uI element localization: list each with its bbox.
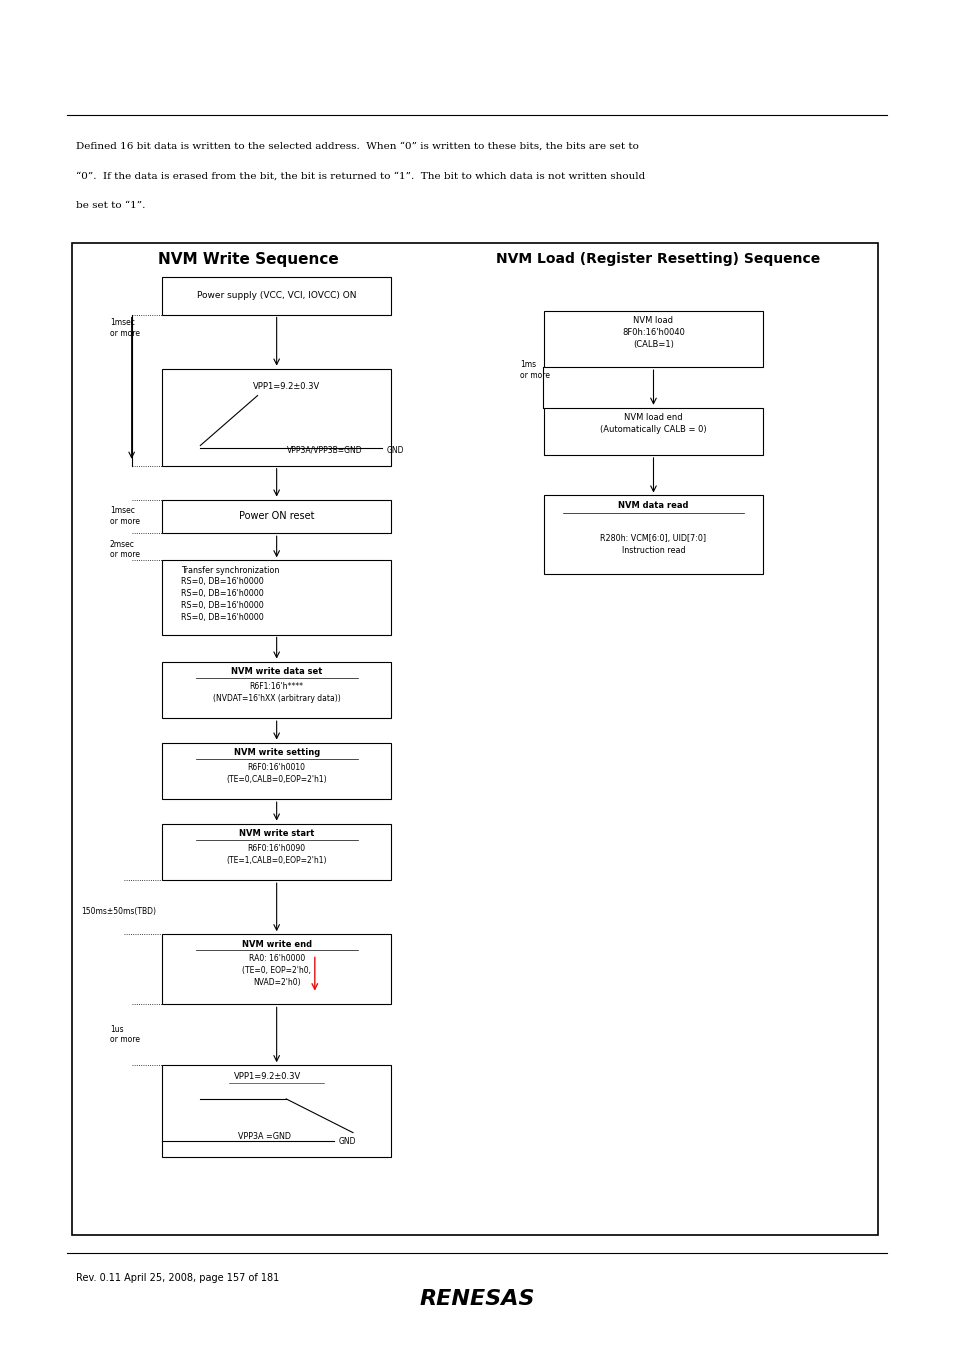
FancyBboxPatch shape [543,408,762,455]
Text: NVM load end
(Automatically CALB = 0): NVM load end (Automatically CALB = 0) [599,413,706,433]
Text: Transfer synchronization
RS=0, DB=16'h0000
RS=0, DB=16'h0000
RS=0, DB=16'h0000
R: Transfer synchronization RS=0, DB=16'h00… [181,566,279,622]
FancyBboxPatch shape [543,495,762,574]
Text: R6F1:16'h****
(NVDAT=16'hXX (arbitrary data)): R6F1:16'h**** (NVDAT=16'hXX (arbitrary d… [213,682,340,702]
Text: VPP3A =GND: VPP3A =GND [238,1131,292,1141]
FancyBboxPatch shape [162,277,391,315]
FancyBboxPatch shape [162,934,391,1004]
Text: RA0: 16'h0000
(TE=0, EOP=2'h0,
NVAD=2'h0): RA0: 16'h0000 (TE=0, EOP=2'h0, NVAD=2'h0… [242,954,311,987]
Text: “0”.  If the data is erased from the bit, the bit is returned to “1”.  The bit t: “0”. If the data is erased from the bit,… [76,171,645,181]
FancyBboxPatch shape [162,1065,391,1157]
Text: Rev. 0.11 April 25, 2008, page 157 of 181: Rev. 0.11 April 25, 2008, page 157 of 18… [76,1273,279,1282]
Text: 1ms
or more: 1ms or more [519,360,549,379]
FancyBboxPatch shape [162,743,391,799]
Text: Power supply (VCC, VCI, IOVCC) ON: Power supply (VCC, VCI, IOVCC) ON [196,292,356,300]
FancyBboxPatch shape [162,824,391,880]
Text: RENESAS: RENESAS [418,1289,535,1310]
Text: be set to “1”.: be set to “1”. [76,201,146,211]
Text: R280h: VCM[6:0], UID[7:0]
Instruction read: R280h: VCM[6:0], UID[7:0] Instruction re… [599,522,706,555]
Text: 2msec
or more: 2msec or more [110,540,139,559]
Text: NVM write setting: NVM write setting [233,748,319,757]
Text: Defined 16 bit data is written to the selected address.  When “0” is written to : Defined 16 bit data is written to the se… [76,142,639,151]
FancyBboxPatch shape [162,500,391,533]
Text: GND: GND [386,446,403,455]
Text: VPP3A/VPP3B=GND: VPP3A/VPP3B=GND [287,446,362,455]
FancyBboxPatch shape [162,369,391,466]
Text: Power ON reset: Power ON reset [238,512,314,521]
Text: 1msec
or more: 1msec or more [110,506,139,525]
FancyBboxPatch shape [162,560,391,634]
FancyBboxPatch shape [71,243,877,1235]
Text: 1msec
or more: 1msec or more [110,319,139,338]
Text: 1us
or more: 1us or more [110,1025,139,1044]
FancyBboxPatch shape [162,662,391,718]
FancyBboxPatch shape [543,310,762,367]
Text: NVM write data set: NVM write data set [231,667,322,676]
Text: R6F0:16'h0090
(TE=1,CALB=0,EOP=2'h1): R6F0:16'h0090 (TE=1,CALB=0,EOP=2'h1) [226,844,327,864]
Text: 150ms±50ms(TBD): 150ms±50ms(TBD) [81,907,156,917]
Text: GND: GND [338,1137,355,1146]
Text: R6F0:16'h0010
(TE=0,CALB=0,EOP=2'h1): R6F0:16'h0010 (TE=0,CALB=0,EOP=2'h1) [226,763,327,783]
Text: NVM data read: NVM data read [618,501,688,510]
Text: NVM Write Sequence: NVM Write Sequence [157,252,338,267]
Text: NVM write start: NVM write start [238,829,314,838]
Text: NVM load
8F0h:16'h0040
(CALB=1): NVM load 8F0h:16'h0040 (CALB=1) [621,316,684,348]
Text: NVM Load (Register Resetting) Sequence: NVM Load (Register Resetting) Sequence [496,252,820,266]
Text: VPP1=9.2±0.3V: VPP1=9.2±0.3V [233,1072,300,1081]
Text: NVM write end: NVM write end [241,940,312,949]
Text: VPP1=9.2±0.3V: VPP1=9.2±0.3V [253,382,319,391]
